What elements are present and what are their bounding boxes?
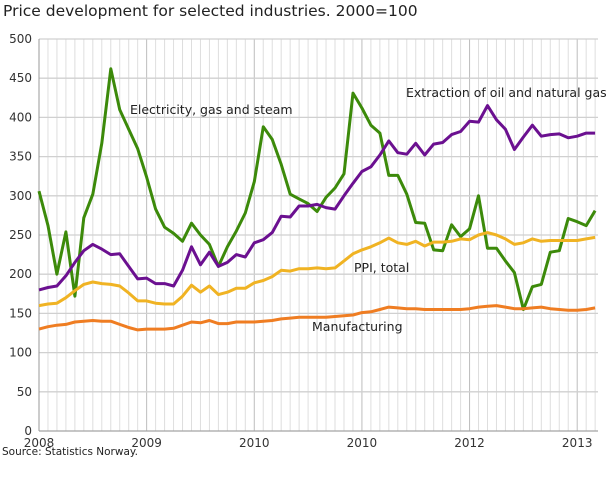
x-tick-label: 2013 (562, 436, 593, 450)
source-note: Source: Statistics Norway. (2, 446, 138, 458)
y-tick-label: 350 (9, 150, 32, 164)
series-label-extraction: Extraction of oil and natural gas (406, 85, 607, 100)
x-tick-label: 2008 (24, 436, 55, 450)
x-tick-label: 2010 (239, 436, 270, 450)
y-tick-label: 450 (9, 71, 32, 85)
y-tick-label: 200 (9, 267, 32, 281)
y-tick-label: 300 (9, 189, 32, 203)
series-labels: Electricity, gas and steam Extraction of… (130, 85, 607, 334)
y-tick-label: 150 (9, 306, 32, 320)
y-tick-label: 500 (9, 32, 32, 46)
x-tick-label: 2010 (347, 436, 378, 450)
series-label-manufacturing: Manufacturing (312, 319, 403, 334)
y-tick-label: 50 (17, 385, 32, 399)
chart-title: Price development for selected industrie… (3, 2, 418, 20)
series-line-0 (37, 67, 597, 311)
y-tick-label: 250 (9, 228, 32, 242)
series-line-2 (38, 231, 596, 308)
series-label-ppi: PPI, total (354, 260, 409, 275)
y-tick-label: 400 (9, 110, 32, 124)
y-tick-label: 100 (9, 346, 32, 360)
y-tick-label: 0 (24, 424, 32, 438)
series-line-1 (38, 104, 596, 292)
series-line-3 (38, 304, 596, 332)
series-label-electricity: Electricity, gas and steam (130, 102, 293, 117)
x-tick-label: 2009 (131, 436, 162, 450)
x-tick-label: 2012 (454, 436, 485, 450)
series-lines (37, 67, 597, 332)
axes: 0 50 100 150 200 250 300 350 400 450 500 2008 2009 20… (9, 32, 598, 450)
